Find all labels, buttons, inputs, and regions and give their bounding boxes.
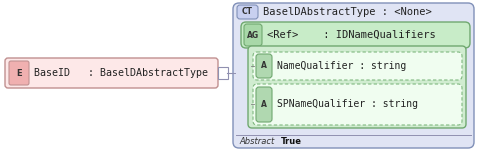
Text: BaselDAbstractType : <None>: BaselDAbstractType : <None> — [263, 7, 432, 17]
Text: AG: AG — [247, 30, 259, 39]
Text: CT: CT — [242, 7, 253, 17]
Text: Abstract: Abstract — [239, 136, 274, 146]
Text: NameQualifier : string: NameQualifier : string — [277, 61, 406, 71]
FancyBboxPatch shape — [256, 87, 272, 122]
FancyBboxPatch shape — [256, 54, 272, 78]
Text: True: True — [281, 136, 302, 146]
FancyBboxPatch shape — [9, 61, 29, 85]
FancyBboxPatch shape — [253, 84, 462, 125]
FancyBboxPatch shape — [241, 22, 470, 48]
Text: A: A — [261, 100, 267, 109]
Bar — [218, 67, 228, 79]
FancyBboxPatch shape — [248, 46, 466, 128]
FancyBboxPatch shape — [233, 3, 474, 148]
Text: SPNameQualifier : string: SPNameQualifier : string — [277, 99, 418, 109]
FancyBboxPatch shape — [253, 52, 462, 80]
Text: <Ref>    : IDNameQualifiers: <Ref> : IDNameQualifiers — [267, 30, 436, 40]
FancyBboxPatch shape — [5, 58, 218, 88]
Text: A: A — [261, 62, 267, 71]
FancyBboxPatch shape — [237, 5, 258, 19]
Text: BaseID   : BaselDAbstractType: BaseID : BaselDAbstractType — [34, 68, 208, 78]
FancyBboxPatch shape — [244, 24, 262, 46]
Text: E: E — [16, 69, 22, 78]
